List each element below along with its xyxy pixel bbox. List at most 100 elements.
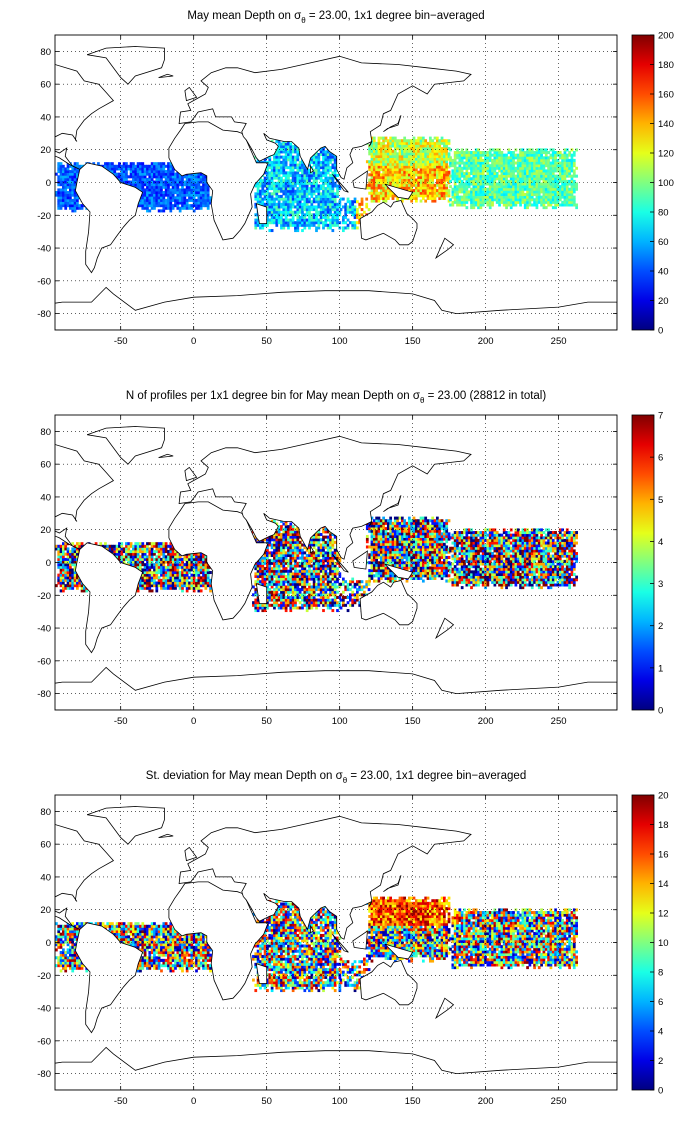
data-cell — [514, 190, 518, 194]
data-cell — [261, 226, 265, 230]
data-cell — [270, 184, 274, 188]
data-cell — [479, 161, 483, 165]
data-cell — [400, 196, 404, 200]
data-cell — [284, 176, 288, 180]
data-cell — [150, 584, 154, 588]
data-cell — [405, 175, 409, 179]
data-cell — [412, 160, 416, 164]
data-cell — [71, 586, 75, 590]
data-cell — [488, 153, 492, 157]
data-cell — [498, 166, 501, 170]
data-cell — [458, 153, 462, 157]
data-cell — [338, 210, 342, 214]
data-cell — [319, 210, 323, 214]
data-cell — [384, 189, 388, 193]
data-cell — [127, 563, 131, 567]
data-cell — [64, 578, 68, 582]
data-cell — [419, 160, 423, 164]
data-cell — [111, 550, 114, 554]
data-cell — [59, 560, 63, 564]
data-cell — [277, 142, 281, 146]
data-cell — [575, 166, 578, 170]
data-cell — [150, 573, 154, 577]
data-cell — [155, 198, 159, 202]
data-cell — [294, 181, 297, 185]
data-cell — [438, 170, 442, 174]
data-cell — [540, 198, 543, 202]
data-cell — [71, 170, 75, 174]
data-cell — [414, 194, 418, 198]
data-cell — [287, 208, 290, 212]
data-cell — [542, 192, 546, 197]
data-cell — [162, 201, 166, 205]
data-cell — [554, 198, 557, 202]
data-cell — [315, 189, 318, 193]
data-cell — [558, 177, 562, 181]
data-cell — [484, 169, 487, 173]
data-cell — [275, 166, 279, 170]
data-cell — [460, 182, 464, 186]
data-cell — [71, 576, 75, 580]
data-cell — [353, 200, 357, 204]
data-cell — [405, 162, 409, 166]
data-cell — [134, 563, 138, 567]
data-cell — [148, 550, 152, 554]
data-cell — [197, 191, 201, 195]
data-cell — [57, 573, 61, 577]
data-cell — [280, 189, 283, 193]
data-cell — [282, 202, 286, 206]
data-cell — [549, 166, 553, 170]
data-cell — [277, 155, 281, 159]
data-cell — [76, 586, 79, 590]
data-cell — [57, 560, 61, 564]
data-cell — [570, 161, 574, 165]
data-cell — [73, 547, 77, 551]
data-cell — [148, 555, 152, 559]
data-cell — [298, 205, 302, 209]
data-cell — [428, 173, 432, 177]
data-cell — [533, 190, 536, 194]
data-cell — [382, 189, 386, 193]
data-cell — [324, 202, 328, 206]
data-cell — [528, 195, 532, 199]
data-cell — [370, 178, 374, 182]
data-cell — [419, 181, 423, 185]
data-cell — [73, 172, 77, 176]
data-cell — [558, 156, 562, 160]
data-cell — [370, 165, 374, 169]
data-cell — [324, 200, 328, 204]
data-cell — [565, 187, 569, 191]
data-cell — [317, 173, 321, 177]
data-cell — [305, 194, 309, 198]
data-cell — [270, 202, 274, 206]
data-cell — [458, 172, 462, 176]
data-cell — [157, 555, 161, 559]
data-cell — [287, 213, 290, 217]
data-cell — [331, 155, 335, 159]
data-cell — [453, 195, 457, 199]
data-cell — [315, 218, 318, 222]
data-cell — [549, 148, 553, 152]
data-cell — [386, 181, 390, 185]
data-cell — [549, 156, 553, 160]
data-cell — [442, 141, 446, 145]
data-cell — [414, 191, 418, 195]
data-cell — [426, 186, 430, 190]
data-cell — [120, 177, 124, 181]
data-cell — [153, 204, 156, 208]
data-cell — [481, 158, 485, 162]
data-cell — [338, 205, 342, 209]
data-cell — [535, 198, 539, 202]
data-cell — [556, 161, 560, 165]
data-cell — [551, 179, 555, 183]
data-cell — [505, 182, 508, 186]
data-cell — [136, 175, 140, 179]
data-cell — [486, 172, 490, 176]
data-cell — [377, 191, 381, 195]
data-cell — [526, 182, 529, 186]
data-cell — [76, 581, 79, 585]
data-cell — [301, 181, 304, 185]
data-cell — [282, 158, 286, 162]
data-cell — [484, 164, 487, 168]
data-cell — [542, 172, 546, 176]
